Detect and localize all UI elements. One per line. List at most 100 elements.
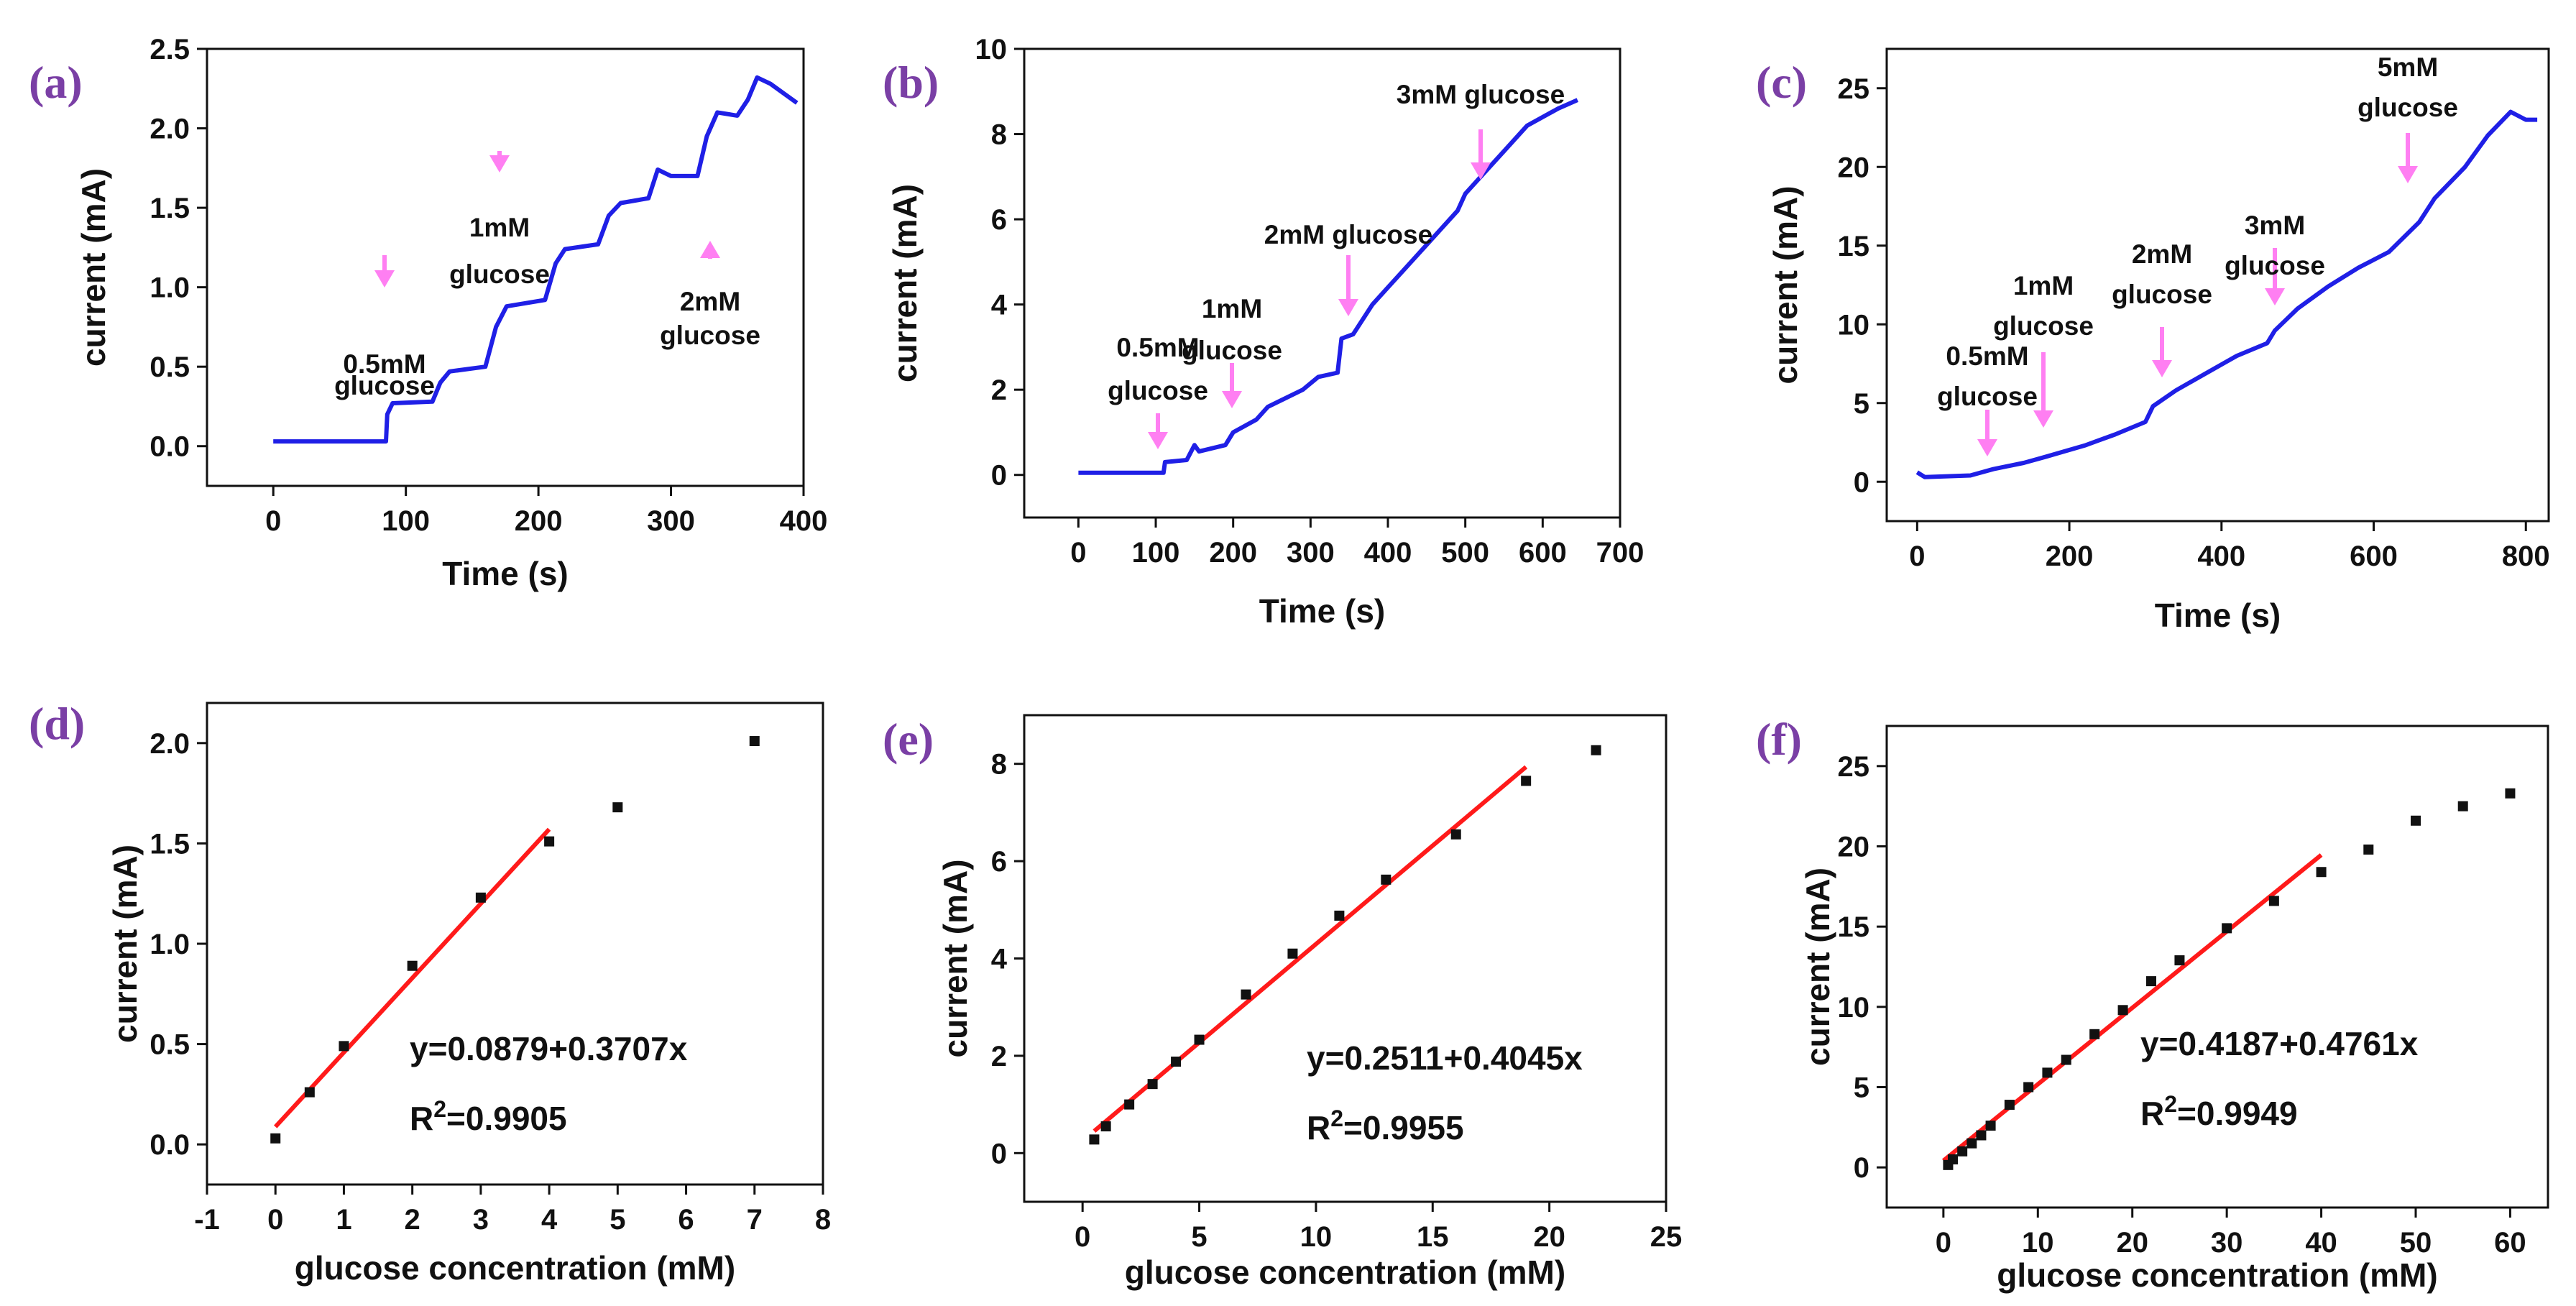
fit-equation: y=0.4187+0.4761x bbox=[2140, 1025, 2419, 1062]
x-tick-label: 8 bbox=[815, 1204, 831, 1236]
data-point bbox=[1334, 910, 1345, 921]
annotation-arrow-head bbox=[2033, 410, 2053, 428]
y-tick-label: 25 bbox=[1838, 73, 1870, 105]
x-tick-label: 15 bbox=[1417, 1221, 1449, 1253]
y-tick-label: 2.0 bbox=[150, 728, 190, 760]
y-tick-label: 10 bbox=[975, 34, 1008, 65]
x-tick-label: 0 bbox=[267, 1204, 283, 1236]
annotation-label: glucose bbox=[1937, 382, 2038, 411]
y-tick-label: 0 bbox=[991, 460, 1007, 492]
x-tick-label: 0 bbox=[1070, 537, 1086, 569]
y-tick-label: 1.0 bbox=[150, 929, 190, 960]
fit-equation: y=0.2511+0.4045x bbox=[1307, 1039, 1583, 1077]
data-point bbox=[1171, 1057, 1182, 1067]
x-tick-label: -1 bbox=[194, 1204, 220, 1236]
series-line bbox=[1915, 109, 2538, 479]
panel-label: (c) bbox=[1756, 57, 1807, 108]
annotation-label: 2mM bbox=[2132, 239, 2192, 269]
data-point bbox=[1124, 1099, 1135, 1110]
y-tick-label: 0.5 bbox=[150, 1029, 190, 1061]
x-tick-label: 30 bbox=[2211, 1227, 2243, 1259]
y-axis-label: current (mA) bbox=[886, 184, 924, 382]
data-point bbox=[1591, 745, 1601, 755]
data-point bbox=[475, 892, 486, 903]
x-axis-label: Time (s) bbox=[2155, 597, 2281, 634]
data-point bbox=[544, 836, 555, 847]
panel-label: (a) bbox=[29, 57, 83, 108]
x-tick-label: 600 bbox=[2350, 541, 2398, 572]
y-tick-label: 20 bbox=[1838, 832, 1870, 863]
fit-line bbox=[274, 827, 551, 1128]
data-point bbox=[2363, 844, 2374, 855]
y-tick-label: 10 bbox=[1838, 309, 1870, 341]
annotation-label: 3mM glucose bbox=[1397, 80, 1565, 109]
x-axis-label: glucose concentration (mM) bbox=[1125, 1254, 1565, 1291]
annotation-arrow-head bbox=[1977, 439, 1997, 456]
data-point bbox=[1241, 989, 1251, 1000]
data-point bbox=[1194, 1034, 1205, 1045]
y-tick-label: 25 bbox=[1838, 751, 1870, 783]
r-squared-prefix: R bbox=[410, 1100, 433, 1137]
plot-frame bbox=[206, 47, 805, 487]
panel-label: (f) bbox=[1756, 714, 1802, 765]
panel-d: (d) -1 0 1 2 3 4 5 6 7 8 0.0 0.5 1.0 1.5 2.0 glucose con… bbox=[29, 698, 831, 1287]
data-point bbox=[749, 736, 760, 747]
annotation-label: 2mM bbox=[680, 287, 740, 316]
data-point bbox=[1287, 948, 1298, 959]
y-tick-label: 4 bbox=[991, 290, 1008, 321]
x-tick-label: 60 bbox=[2494, 1227, 2526, 1259]
data-point bbox=[2023, 1082, 2034, 1093]
x-tick-label: 700 bbox=[1596, 537, 1644, 569]
y-tick-label: 4 bbox=[991, 944, 1008, 975]
data-point bbox=[304, 1087, 315, 1098]
y-tick-label: 5 bbox=[1854, 1072, 1869, 1104]
x-tick-label: 400 bbox=[1364, 537, 1412, 569]
panel-a: (a) 0 100 200 300 400 0.0 0.5 1.0 1.5 2.0 2.5 Time (… bbox=[29, 34, 827, 592]
r-squared-superscript: 2 bbox=[1330, 1105, 1343, 1131]
x-axis-label: glucose concentration (mM) bbox=[295, 1249, 735, 1287]
panel-label: (d) bbox=[29, 698, 85, 749]
x-tick-label: 200 bbox=[2046, 541, 2094, 572]
annotation-label: 2mM glucose bbox=[1264, 220, 1432, 249]
data-point bbox=[1381, 874, 1392, 885]
fit-line bbox=[1092, 765, 1528, 1133]
y-axis-label: current (mA) bbox=[1799, 868, 1836, 1066]
r-squared-superscript: 2 bbox=[433, 1096, 446, 1122]
x-tick-label: 6 bbox=[678, 1204, 694, 1236]
annotation-label: 0.5mM bbox=[1946, 341, 2028, 371]
panel-e: (e) 0 5 10 15 20 25 0 2 4 6 8 glucose concentration … bbox=[883, 714, 1682, 1291]
data-point bbox=[1100, 1121, 1111, 1132]
y-tick-label: 2 bbox=[991, 374, 1007, 406]
y-tick-label: 5 bbox=[1854, 388, 1869, 420]
y-tick-label: 0 bbox=[1854, 1152, 1869, 1184]
y-tick-label: 10 bbox=[1838, 992, 1870, 1024]
y-tick-label: 1.0 bbox=[150, 272, 190, 304]
data-point bbox=[2316, 867, 2327, 878]
x-tick-label: 2 bbox=[405, 1204, 420, 1236]
y-axis-label: current (mA) bbox=[937, 859, 974, 1057]
data-point bbox=[2042, 1067, 2053, 1078]
panel-f: (f) 0 10 20 30 40 50 60 0 5 10 15 20 25 glucose concen… bbox=[1756, 714, 2549, 1294]
annotation-label: glucose bbox=[660, 321, 760, 350]
x-tick-label: 0 bbox=[1909, 541, 1925, 572]
panel-label: (e) bbox=[883, 714, 934, 765]
data-point bbox=[612, 802, 623, 813]
r-squared-value: =0.9905 bbox=[446, 1100, 567, 1137]
y-tick-label: 0 bbox=[1854, 466, 1869, 498]
x-tick-label: 5 bbox=[1191, 1221, 1207, 1253]
y-tick-label: 0.0 bbox=[150, 431, 190, 463]
annotation-label: 1mM bbox=[469, 213, 530, 242]
x-tick-label: 20 bbox=[1533, 1221, 1565, 1253]
x-tick-label: 300 bbox=[1287, 537, 1335, 569]
y-tick-label: 6 bbox=[991, 846, 1007, 878]
data-point bbox=[1521, 776, 1532, 786]
annotation-arrow-head bbox=[2152, 360, 2172, 377]
y-axis-label: current (mA) bbox=[75, 168, 112, 367]
data-point bbox=[407, 960, 418, 971]
data-point bbox=[270, 1133, 281, 1144]
data-point bbox=[1957, 1146, 1968, 1156]
x-axis-label: Time (s) bbox=[1259, 592, 1386, 630]
x-tick-label: 10 bbox=[2022, 1227, 2054, 1259]
annotation-arrow-head bbox=[700, 241, 720, 258]
